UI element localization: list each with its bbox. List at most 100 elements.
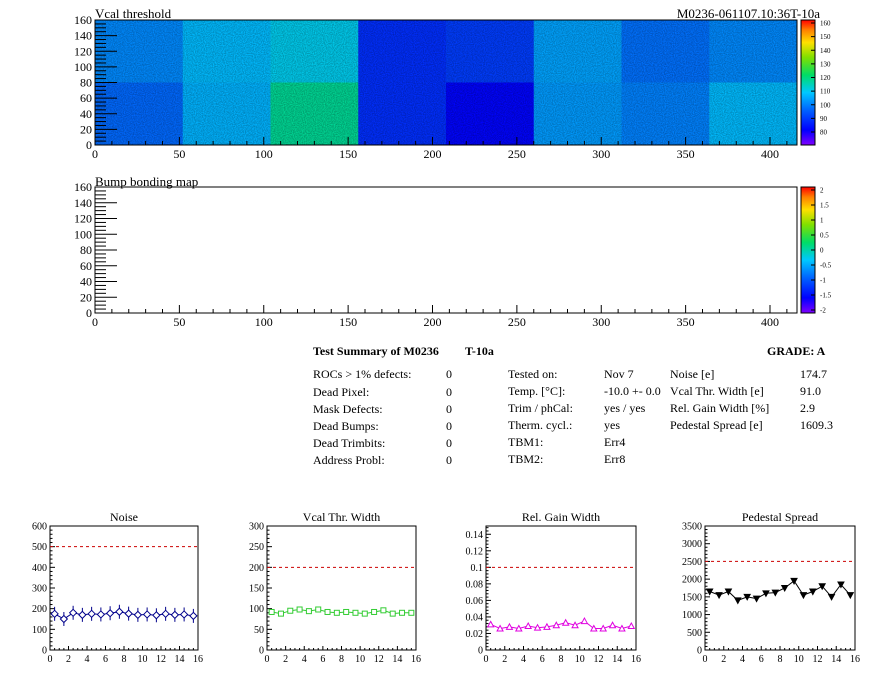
data-point <box>161 609 170 619</box>
data-point <box>514 624 523 632</box>
series-line <box>54 611 194 620</box>
z-tick-label: 120 <box>820 74 831 82</box>
defect-value: 0 <box>446 367 452 381</box>
y-tick-label: 0.1 <box>471 563 484 574</box>
plot-frame <box>485 525 637 651</box>
bump-map-title: Bump bonding map <box>95 174 198 189</box>
condition-value: Err4 <box>604 435 626 449</box>
y-tick-label: 160 <box>74 180 92 194</box>
result-value: 91.0 <box>800 384 821 398</box>
y-tick-label: 80 <box>80 76 92 90</box>
summary-plot-4: Pedestal Spread 0 2 4 6 8 10 12 14 16 0 500 1000 1500… <box>682 510 860 665</box>
x-tick-label: 250 <box>508 147 526 161</box>
data-point <box>580 617 589 625</box>
data-point <box>268 608 275 615</box>
y-tick-label: 100 <box>249 604 264 615</box>
summary-plot-1: Noise 0 2 4 6 8 10 12 14 16 0 100 200 300 400 500 600 <box>32 510 203 665</box>
x-tick-label: 6 <box>103 654 108 665</box>
x-tick-label: 300 <box>592 315 610 329</box>
x-tick-label: 100 <box>255 315 273 329</box>
data-point <box>105 609 115 618</box>
x-tick-label: 0 <box>92 147 98 161</box>
y-tick-label: 40 <box>80 275 92 289</box>
x-tick-label: 8 <box>559 654 564 665</box>
bump-map-axes: 0 50 100 150 200 250 300 350 4000204060801001201… <box>74 180 798 329</box>
x-tick-label: 8 <box>122 654 127 665</box>
x-tick-label: 16 <box>631 654 641 665</box>
y-tick-label: 1500 <box>682 592 702 603</box>
x-tick-label: 6 <box>759 654 764 665</box>
data-point <box>771 589 780 597</box>
plot-title: Rel. Gain Width <box>522 510 600 524</box>
y-tick-label: 40 <box>80 107 92 121</box>
defect-value: 0 <box>446 436 452 450</box>
z-tick-label: 2 <box>820 187 824 195</box>
x-tick-label: 4 <box>85 654 90 665</box>
y-tick-label: 160 <box>74 13 92 27</box>
y-tick-label: 200 <box>249 563 264 574</box>
result-value: 1609.3 <box>800 418 833 432</box>
series-line <box>271 608 412 615</box>
y-tick-label: 0.08 <box>466 579 484 590</box>
x-tick-label: 6 <box>540 654 545 665</box>
x-tick-label: 0 <box>484 654 489 665</box>
y-tick-label: 3000 <box>682 539 702 550</box>
data-point <box>68 608 78 618</box>
y-tick-label: 20 <box>80 290 92 304</box>
vcal-scale-bar <box>800 19 816 146</box>
x-tick-label: 50 <box>173 315 185 329</box>
x-tick-label: 2 <box>721 654 726 665</box>
x-tick-label: 10 <box>138 654 148 665</box>
data-point <box>715 592 723 600</box>
x-tick-label: 350 <box>677 147 695 161</box>
data-point <box>115 607 124 616</box>
result-value: 2.9 <box>800 401 815 415</box>
data-point <box>124 609 133 618</box>
x-tick-label: 10 <box>355 654 365 665</box>
z-tick-label: 90 <box>820 115 828 123</box>
series-line <box>490 620 632 630</box>
data-point <box>486 620 495 628</box>
x-tick-label: 16 <box>411 654 421 665</box>
x-tick-label: 8 <box>339 654 344 665</box>
data-point <box>543 622 551 630</box>
defect-label: Dead Pixel: <box>313 385 370 399</box>
condition-value: Nov 7 <box>604 367 634 381</box>
pixel-noise <box>95 20 797 145</box>
y-tick-label: 0 <box>86 138 92 152</box>
y-tick-label: 600 <box>32 522 47 533</box>
plot-title: Noise <box>110 510 138 524</box>
defect-value: 0 <box>446 402 452 416</box>
z-tick-label: 110 <box>820 88 831 96</box>
data-point <box>827 593 836 601</box>
z-tick-label: 80 <box>820 129 828 137</box>
y-tick-label: 100 <box>74 60 92 74</box>
data-point <box>618 624 626 632</box>
data-point <box>599 624 608 632</box>
data-point <box>496 624 504 632</box>
summary-heading: Test Summary of M0236 <box>313 344 439 358</box>
y-tick-label: 0.12 <box>466 546 484 557</box>
x-tick-label: 4 <box>302 654 307 665</box>
result-label: Pedestal Spread [e] <box>670 418 763 432</box>
x-tick-label: 4 <box>521 654 526 665</box>
vcal-threshold-map <box>95 20 798 146</box>
y-tick-label: 140 <box>74 196 92 210</box>
data-point <box>324 608 331 615</box>
data-point <box>571 621 579 629</box>
x-tick-label: 12 <box>813 654 823 665</box>
z-tick-label: 0.5 <box>820 232 829 240</box>
y-tick-label: 20 <box>80 122 92 136</box>
y-tick-label: 150 <box>249 584 264 595</box>
y-tick-label: 0.06 <box>466 596 484 607</box>
y-tick-label: 60 <box>80 259 92 273</box>
data-point <box>50 609 59 619</box>
x-tick-label: 0 <box>48 654 53 665</box>
x-tick-label: 150 <box>339 147 357 161</box>
data-point <box>743 593 752 601</box>
condition-label: Trim / phCal: <box>508 401 573 415</box>
defect-label: Dead Bumps: <box>313 419 379 433</box>
